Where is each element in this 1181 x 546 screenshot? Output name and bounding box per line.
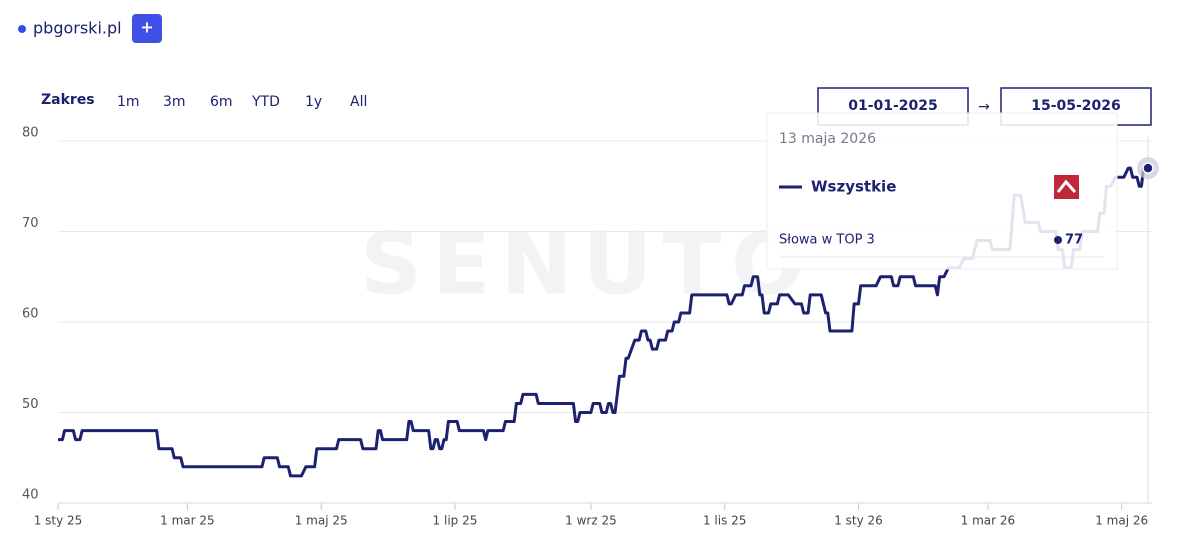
x-tick-label: 1 mar 26 bbox=[961, 514, 1016, 528]
range-option[interactable]: 3m bbox=[163, 94, 186, 110]
range-label: Zakres bbox=[41, 92, 95, 108]
date-to[interactable]: 15-05-2026 bbox=[1031, 98, 1121, 114]
tooltip-value: 77 bbox=[1065, 233, 1083, 248]
tooltip-series-name: Słowa w TOP 3 bbox=[779, 233, 875, 248]
x-tick-label: 1 wrz 25 bbox=[565, 514, 617, 528]
y-tick-label: 80 bbox=[22, 126, 39, 141]
range-option[interactable]: 1y bbox=[305, 94, 322, 110]
range-options: 1m 3m 6m YTD 1y All bbox=[117, 94, 367, 110]
range-option[interactable]: YTD bbox=[251, 94, 280, 110]
y-tick-label: 40 bbox=[22, 488, 39, 503]
tooltip-date: 13 maja 2026 bbox=[779, 131, 876, 147]
x-tick-label: 1 lis 25 bbox=[703, 514, 746, 528]
x-tick-label: 1 sty 25 bbox=[34, 514, 83, 528]
x-tick-label: 1 maj 26 bbox=[1095, 514, 1148, 528]
y-tick-label: 60 bbox=[22, 307, 39, 322]
y-tick-label: 50 bbox=[22, 397, 39, 412]
date-separator: → bbox=[978, 99, 990, 115]
x-tick-label: 1 maj 25 bbox=[295, 514, 348, 528]
x-tick-label: 1 sty 26 bbox=[834, 514, 883, 528]
range-option[interactable]: All bbox=[350, 94, 367, 110]
range-option[interactable]: 6m bbox=[210, 94, 233, 110]
site-logo-mark bbox=[1056, 179, 1077, 194]
x-tick-label: 1 mar 25 bbox=[160, 514, 215, 528]
tooltip-dot bbox=[1054, 236, 1062, 244]
y-tick-label: 70 bbox=[22, 216, 39, 231]
add-button-label[interactable]: + bbox=[140, 18, 153, 37]
hover-point bbox=[1142, 162, 1154, 174]
range-option[interactable]: 1m bbox=[117, 94, 140, 110]
site-dot bbox=[18, 25, 26, 33]
tooltip: 13 maja 2026 Wszystkie Słowa w TOP 3 77 bbox=[766, 112, 1118, 270]
x-tick-label: 1 lip 25 bbox=[433, 514, 478, 528]
site-logo bbox=[1054, 175, 1079, 199]
add-button[interactable] bbox=[132, 14, 162, 43]
tooltip-group: Wszystkie bbox=[811, 178, 896, 196]
site-name: pbgorski.pl bbox=[33, 19, 122, 38]
date-from[interactable]: 01-01-2025 bbox=[848, 98, 938, 114]
watermark: SENUTO bbox=[360, 214, 814, 314]
